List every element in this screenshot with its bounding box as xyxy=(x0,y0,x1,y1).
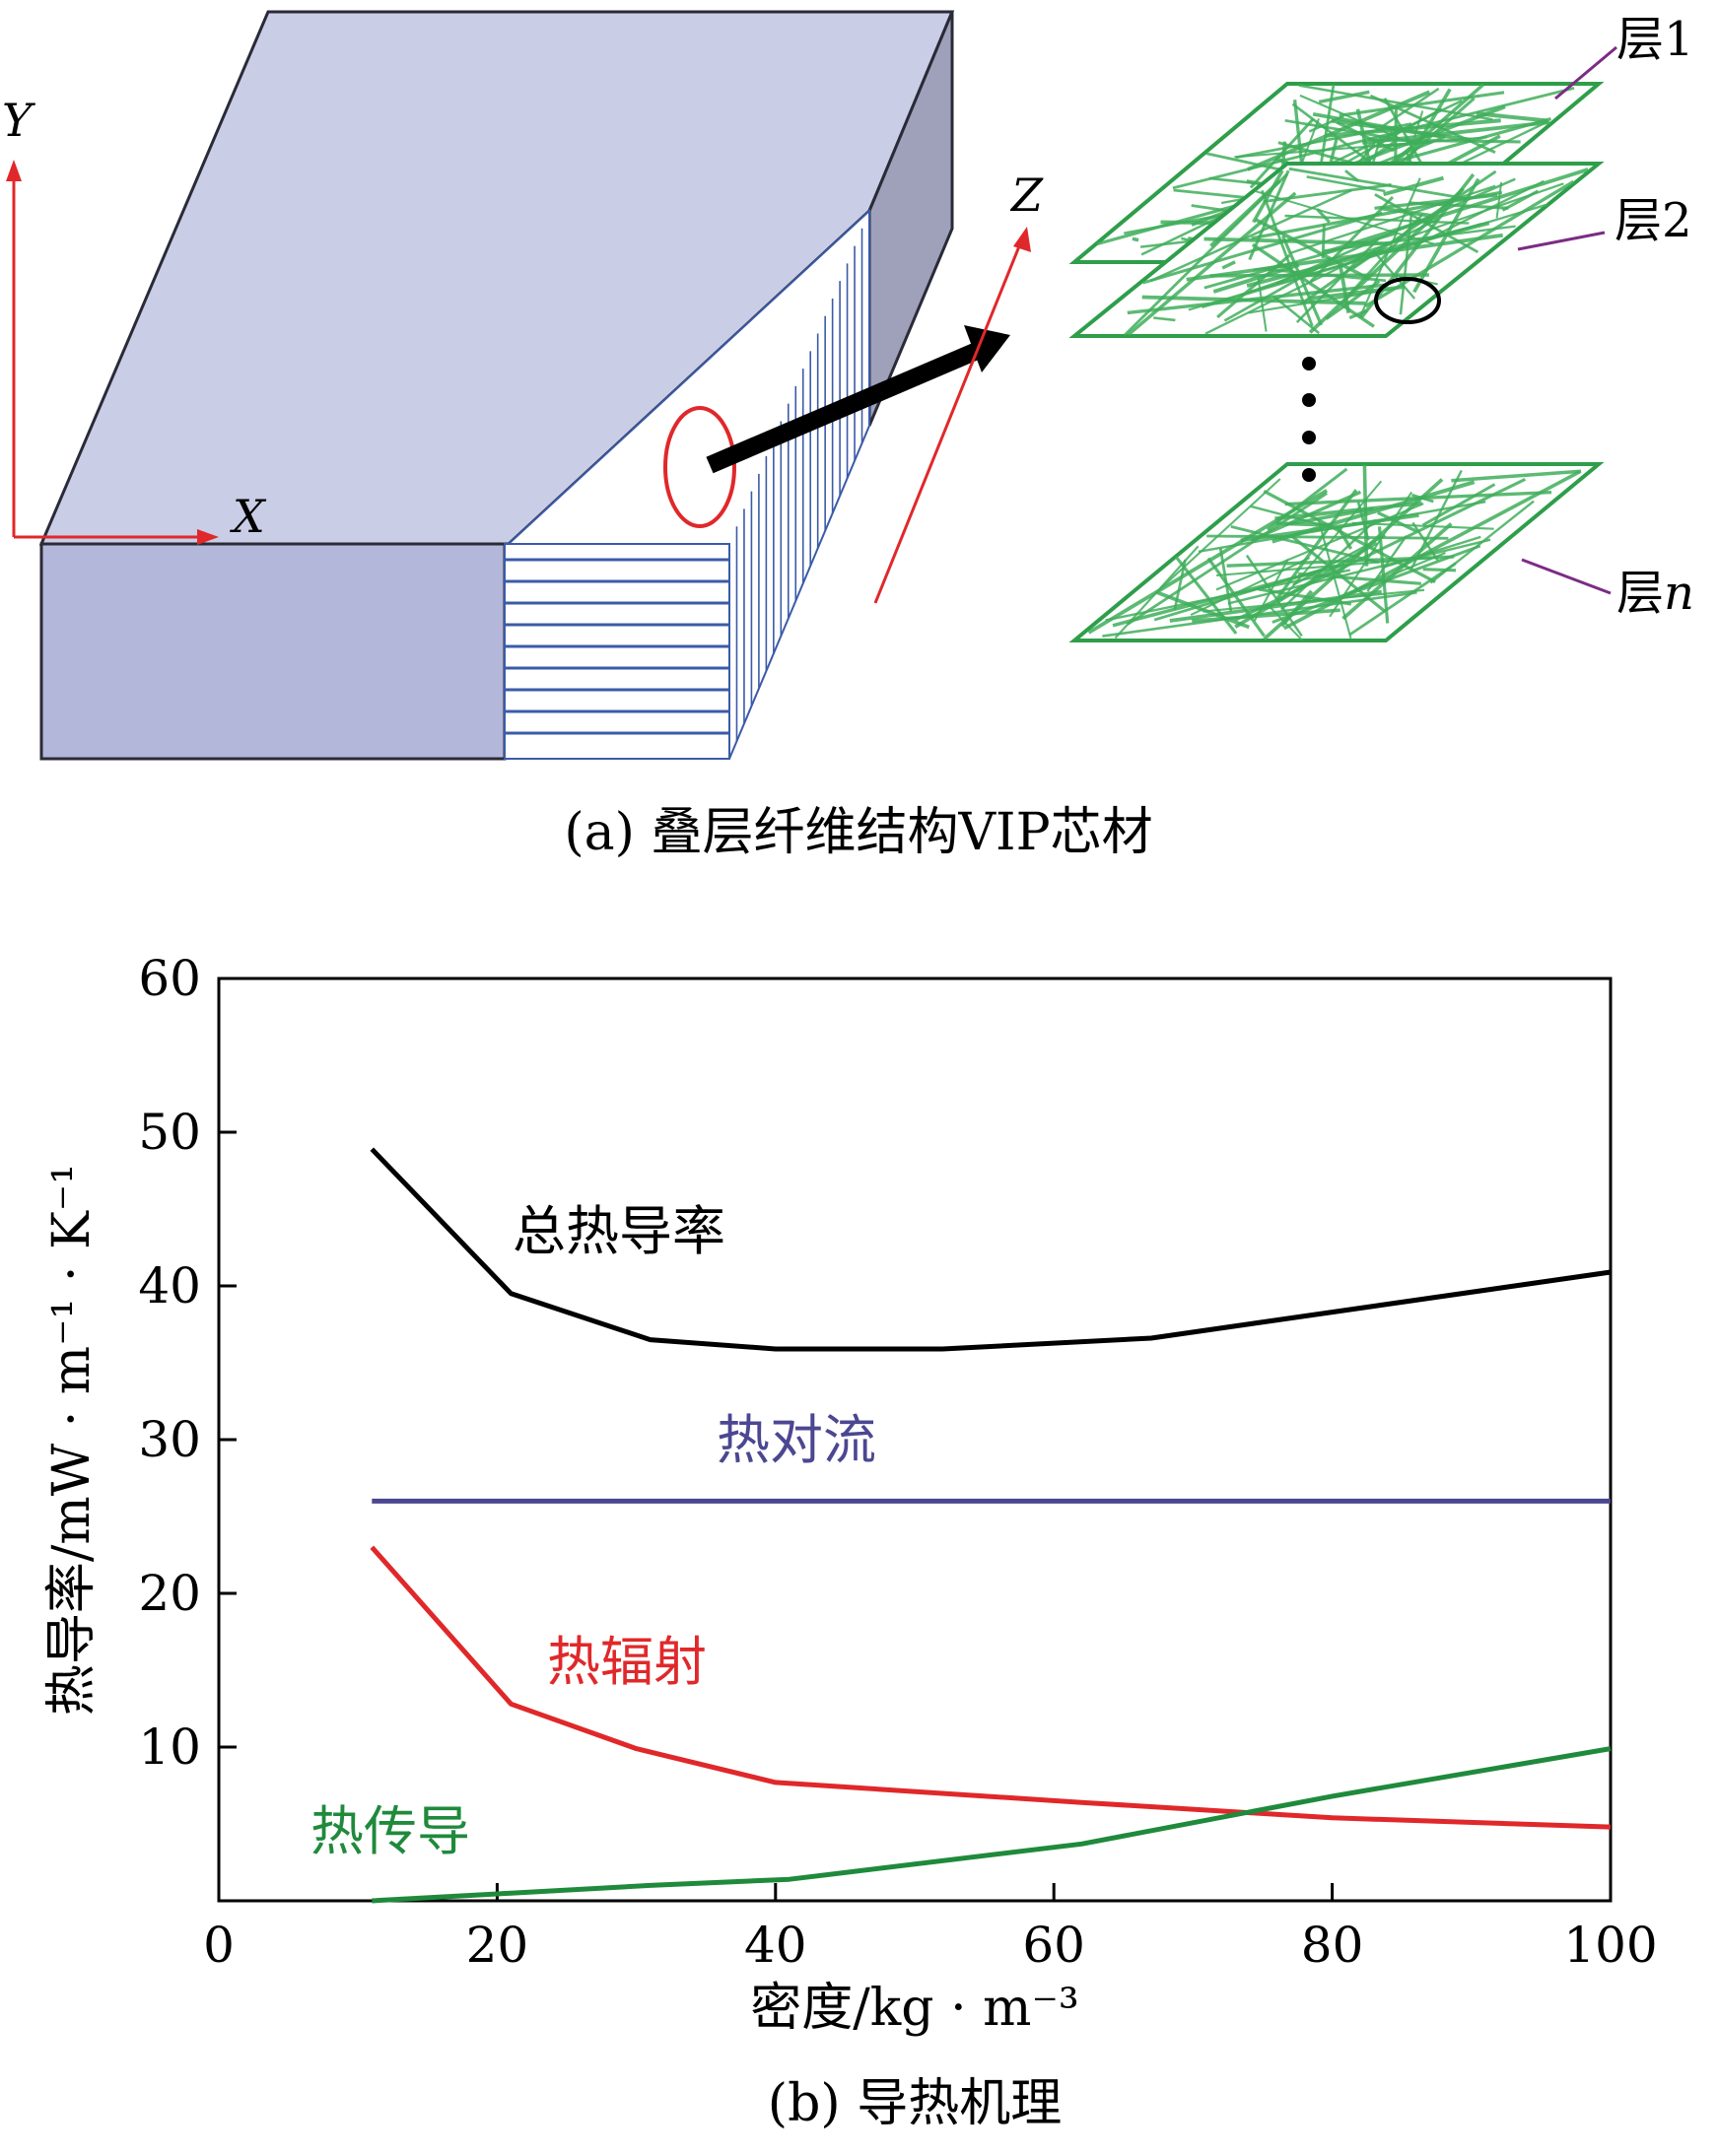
plot-frame xyxy=(217,977,1613,1903)
laminate-front xyxy=(504,543,730,760)
layer-leaders xyxy=(1517,45,1617,595)
y-tick-label: 40 xyxy=(138,1257,201,1314)
series-label: 热传导 xyxy=(310,1800,470,1862)
panel-a-caption: (a) 叠层纤维结构VIP芯材 xyxy=(564,803,1152,862)
series-label: 热辐射 xyxy=(547,1631,707,1693)
xy-axes xyxy=(6,160,219,545)
panel-b-caption: (b) 导热机理 xyxy=(768,2074,1062,2133)
x-axis-label: 密度/kg · m⁻³ xyxy=(750,1979,1079,2038)
y-tick-label: 20 xyxy=(138,1565,201,1622)
y-tick-label: 60 xyxy=(138,950,201,1007)
series-label: 热对流 xyxy=(717,1409,876,1471)
layer-1-label: 层1 xyxy=(1616,12,1694,67)
series-label: 总热导率 xyxy=(513,1200,725,1262)
z-axis xyxy=(873,227,1031,604)
x-tick-label: 0 xyxy=(203,1917,235,1974)
axis-y-label: Y xyxy=(2,94,36,147)
x-tick-label: 80 xyxy=(1301,1917,1364,1974)
series-lines xyxy=(370,1147,1612,1904)
laminate-stripes xyxy=(505,558,729,735)
series-line xyxy=(370,1545,1612,1830)
fiber-layers xyxy=(1068,82,1605,642)
panel-a-illustration: Y X Z 层1 层2 层n xyxy=(2,10,1694,761)
y-tick-label: 10 xyxy=(138,1718,201,1776)
y-ticks: 10 20 30 40 50 60 xyxy=(138,950,237,1776)
x-tick-label: 20 xyxy=(466,1917,529,1974)
x-tick-label: 100 xyxy=(1563,1917,1657,1974)
highlight-ellipse-black xyxy=(1374,277,1441,324)
layer-2-label: 层2 xyxy=(1615,193,1692,248)
ellipsis-dots xyxy=(1302,357,1316,482)
fiber-layer xyxy=(1068,462,1605,642)
x-tick-label: 60 xyxy=(1022,1917,1085,1974)
zoom-arrow xyxy=(706,325,1010,474)
series-line xyxy=(372,1746,1612,1904)
layer-n-label: 层n xyxy=(1616,566,1694,621)
y-axis-label: 热导率/mW · m⁻¹ · K⁻¹ xyxy=(42,1164,102,1716)
fiber-layer xyxy=(1068,162,1605,338)
axis-z-label: Z xyxy=(1009,168,1044,222)
series-line xyxy=(370,1147,1612,1352)
x-tick-label: 40 xyxy=(744,1917,807,1974)
block-front-face xyxy=(39,542,507,761)
y-tick-label: 30 xyxy=(138,1411,201,1468)
axis-x-label: X xyxy=(230,490,267,543)
y-tick-label: 50 xyxy=(138,1104,201,1161)
highlight-ellipse-red xyxy=(663,406,736,528)
x-ticks: 0 20 40 60 80 100 xyxy=(203,1883,1658,1974)
